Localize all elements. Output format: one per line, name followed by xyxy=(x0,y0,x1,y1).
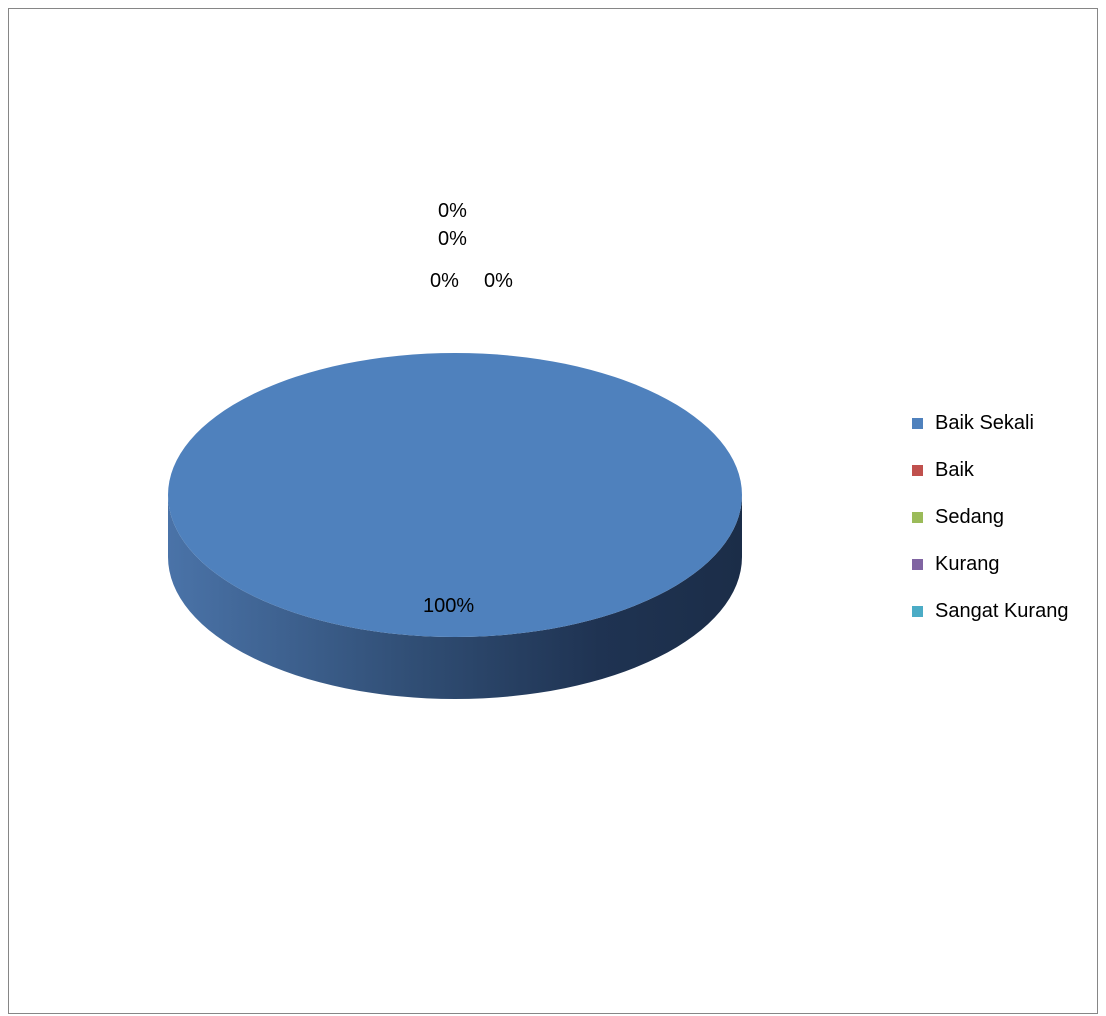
legend-label: Sangat Kurang xyxy=(935,600,1069,622)
pie-slice-side xyxy=(168,495,742,699)
legend-label: Baik Sekali xyxy=(935,412,1034,434)
legend-item: Baik Sekali xyxy=(912,410,1097,457)
legend-swatch xyxy=(912,512,923,523)
data-label: 0% xyxy=(438,228,467,250)
legend-swatch xyxy=(912,606,923,617)
legend-item: Baik xyxy=(912,457,1097,504)
legend-swatch xyxy=(912,559,923,570)
data-label: 0% xyxy=(438,200,467,222)
legend-label: Sedang xyxy=(935,506,1004,528)
data-label: 0% xyxy=(430,270,459,292)
data-label: 0% xyxy=(484,270,513,292)
legend-item: Sedang xyxy=(912,504,1097,551)
legend-item: Sangat Kurang xyxy=(912,598,1097,645)
legend-label: Kurang xyxy=(935,553,1000,575)
data-label: 100% xyxy=(423,595,474,617)
legend-swatch xyxy=(912,465,923,476)
pie-slice xyxy=(168,353,742,637)
legend-label: Baik xyxy=(935,459,974,481)
legend: Baik Sekali Baik Sedang Kurang Sangat Ku… xyxy=(912,410,1097,645)
legend-swatch xyxy=(912,418,923,429)
legend-item: Kurang xyxy=(912,551,1097,598)
